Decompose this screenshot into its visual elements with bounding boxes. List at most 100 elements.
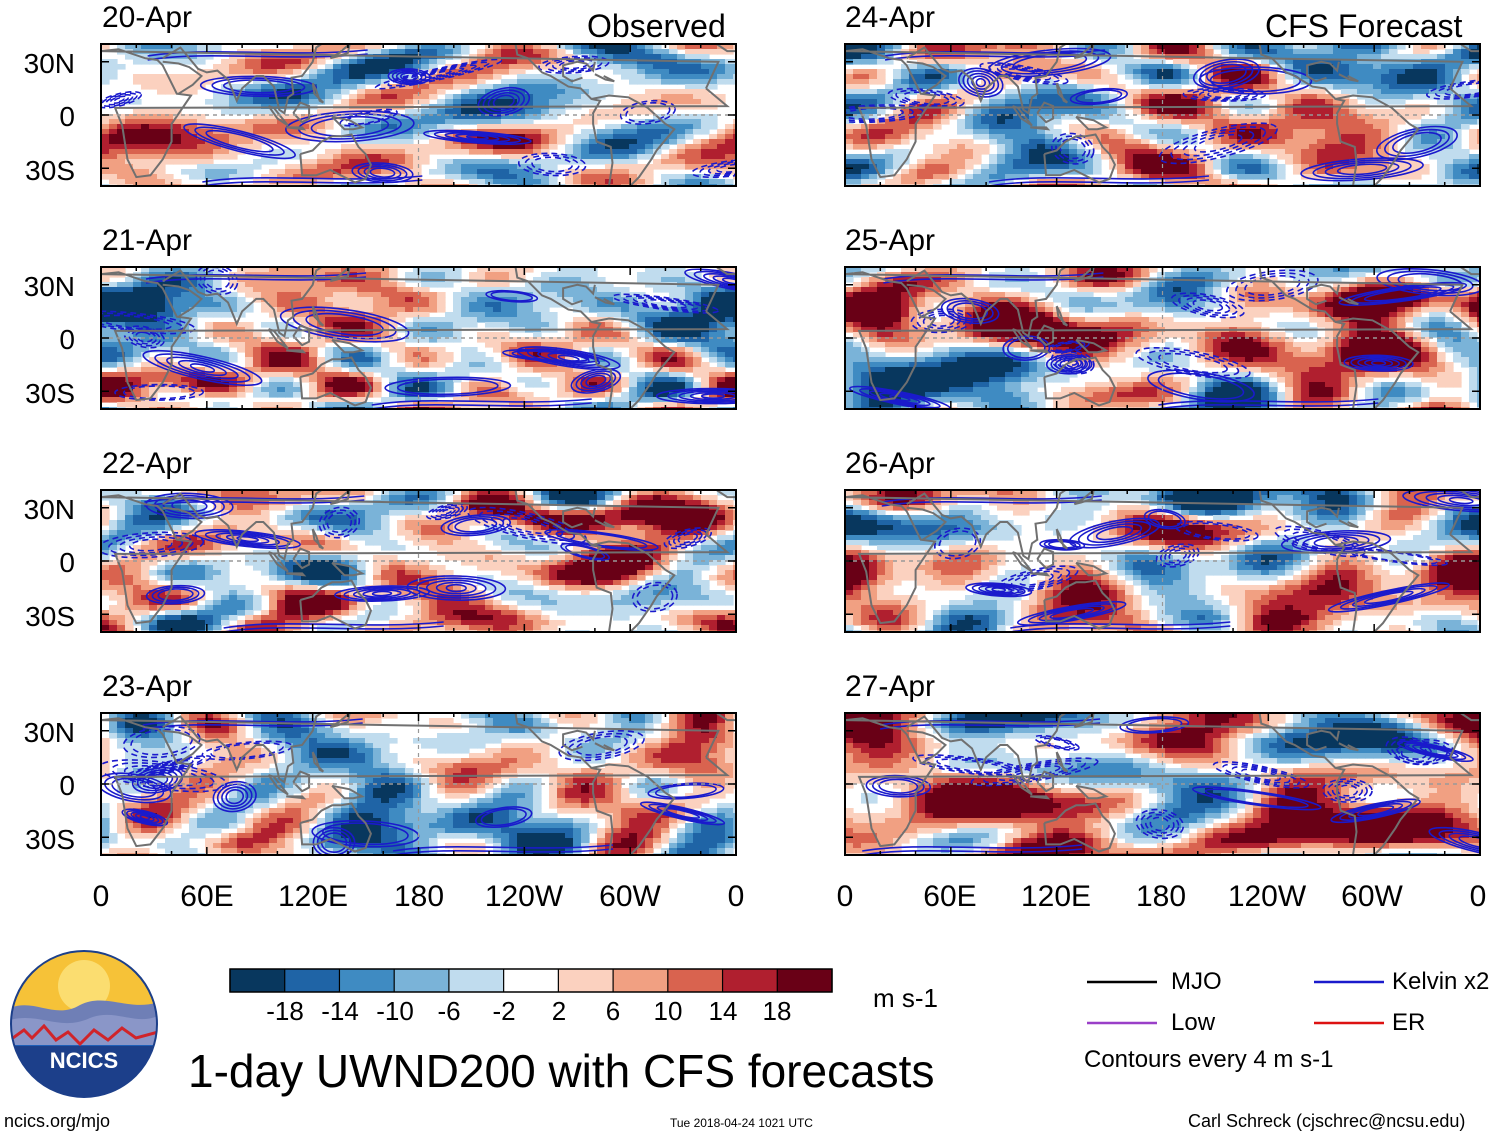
coastlines [101, 713, 736, 855]
map-panel-20-apr [100, 43, 737, 187]
x-tick-label: 120E [277, 880, 349, 913]
panel-date-label: 24-Apr [845, 1, 936, 34]
footer-credit: Carl Schreck (cjschrec@ncsu.edu) [1188, 1111, 1466, 1131]
y-tick-label: 30S [25, 378, 75, 409]
colorbar-swatch [558, 969, 614, 992]
panel-date-label: 21-Apr [102, 224, 193, 257]
colorbar-swatch [613, 969, 669, 992]
coastlines [845, 490, 1480, 632]
x-tick-label: 0 [836, 880, 854, 913]
x-tick-label: 120W [484, 880, 564, 913]
panel-ticks [844, 490, 1481, 632]
y-tick-label: 30S [25, 824, 75, 855]
panel-date-label: 25-Apr [845, 224, 936, 257]
y-tick-label: 30N [23, 717, 75, 748]
panel-date-label: 23-Apr [102, 670, 193, 703]
legend-label-mjo: MJO [1171, 968, 1222, 995]
y-tick-label: 0 [59, 101, 75, 132]
colorbar-swatch [230, 969, 286, 992]
kelvin-contours [101, 718, 726, 855]
x-tick-label: 0 [1469, 880, 1487, 913]
y-tick-label: 30N [23, 271, 75, 302]
map-panel-26-apr [844, 489, 1481, 633]
colorbar-label: -14 [321, 996, 359, 1026]
coastlines [101, 44, 736, 186]
y-tick-label: 0 [59, 770, 75, 801]
panel-date-label: 20-Apr [102, 1, 193, 34]
coastlines [845, 713, 1480, 855]
x-tick-label: 60E [923, 880, 977, 913]
x-tick-label: 60W [1341, 880, 1403, 913]
y-tick-label: 30S [25, 601, 75, 632]
colorbar-swatch [394, 969, 450, 992]
legend-label-low: Low [1171, 1009, 1216, 1036]
legend [1087, 980, 1384, 1025]
panel-ticks [844, 713, 1481, 855]
x-tick-label: 180 [1135, 880, 1187, 913]
map-panel-27-apr [844, 712, 1481, 856]
colorbar-label: -6 [437, 996, 461, 1026]
legend-label-kelvin: Kelvin x2 [1392, 968, 1490, 995]
colorbar-swatch [503, 969, 559, 992]
x-tick-label: 120E [1020, 880, 1092, 913]
x-tick-label: 0 [92, 880, 110, 913]
ncics-logo: NCICS [10, 950, 158, 1098]
colorbar-label: 14 [708, 996, 738, 1026]
colorbar-units: m s-1 [873, 983, 938, 1013]
y-tick-label: 0 [59, 324, 75, 355]
panel-date-label: 26-Apr [845, 447, 936, 480]
coastlines [845, 44, 1480, 186]
legend-label-er: ER [1392, 1009, 1426, 1036]
colorbar-label: 6 [605, 996, 621, 1026]
y-tick-label: 30N [23, 48, 75, 79]
observed-header: Observed [587, 8, 726, 44]
map-panel-22-apr [100, 489, 737, 633]
colorbar-label: 10 [653, 996, 683, 1026]
kelvin-contours [101, 492, 713, 632]
colorbar-label: -2 [492, 996, 516, 1026]
colorbar-label: 18 [762, 996, 792, 1026]
x-tick-label: 0 [727, 880, 745, 913]
coastlines [845, 267, 1480, 409]
colorbar-swatch [339, 969, 395, 992]
colorbar-swatch [722, 969, 778, 992]
map-panel-24-apr [844, 43, 1481, 187]
colorbar-label: -18 [266, 996, 304, 1026]
panel-ticks [100, 44, 737, 186]
kelvin-contours [849, 268, 1480, 409]
x-tick-label: 60W [599, 880, 661, 913]
coastlines [101, 267, 736, 409]
x-tick-label: 120W [1227, 880, 1307, 913]
colorbar [229, 968, 833, 993]
colorbar-swatch [284, 969, 340, 992]
colorbar-swatch [667, 969, 724, 992]
x-tick-label: 180 [393, 880, 445, 913]
coastlines [101, 490, 736, 632]
y-tick-label: 30S [25, 155, 75, 186]
map-panel-25-apr [844, 266, 1481, 410]
colorbar-swatch [448, 969, 505, 992]
panel-ticks [100, 267, 737, 409]
panel-ticks [844, 267, 1481, 409]
panel-ticks [844, 44, 1481, 186]
y-tick-label: 0 [59, 547, 75, 578]
contour-interval-note: Contours every 4 m s-1 [1084, 1046, 1334, 1073]
panel-ticks [100, 490, 737, 632]
x-tick-label: 60E [180, 880, 234, 913]
colorbar-label: -10 [376, 996, 414, 1026]
colorbar-label: 2 [551, 996, 567, 1026]
map-panel-21-apr [100, 266, 737, 410]
kelvin-contours [101, 267, 736, 409]
y-tick-label: 30N [23, 494, 75, 525]
forecast-header: CFS Forecast [1265, 8, 1463, 44]
footer-timestamp: Tue 2018-04-24 1021 UTC [670, 1116, 813, 1130]
chart-title: 1-day UWND200 with CFS forecasts [188, 1045, 935, 1097]
map-panel-23-apr [100, 712, 737, 856]
panel-ticks [100, 713, 737, 855]
footer-url[interactable]: ncics.org/mjo [4, 1111, 111, 1131]
panel-date-label: 22-Apr [102, 447, 193, 480]
logo-text: NCICS [50, 1048, 118, 1073]
panel-date-label: 27-Apr [845, 670, 936, 703]
colorbar-swatch [777, 969, 833, 992]
